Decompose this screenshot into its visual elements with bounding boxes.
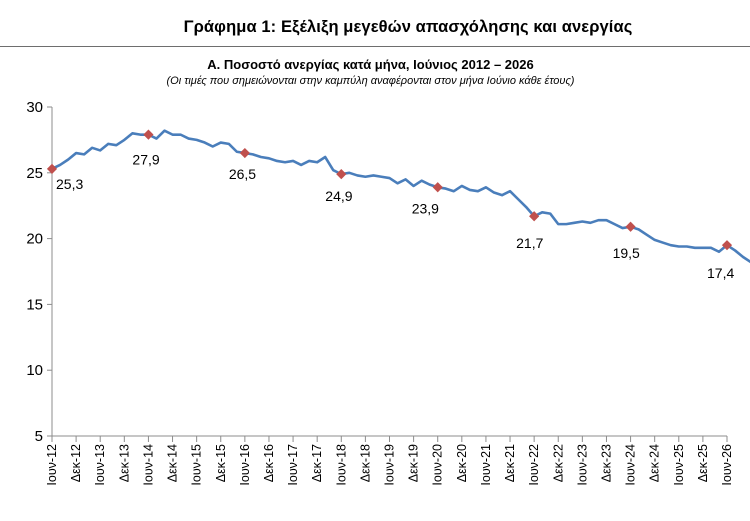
x-tick-label: Ιουν-25 [672, 444, 686, 486]
june-marker [529, 211, 540, 222]
x-tick-label: Δεκ-23 [599, 444, 613, 482]
y-tick-label: 25 [26, 165, 43, 182]
x-tick-label: Ιουν-16 [238, 444, 252, 486]
marker-layer [46, 129, 733, 251]
x-tick-label: Δεκ-21 [503, 444, 517, 482]
june-value-label: 27,9 [132, 152, 159, 168]
y-tick-label: 5 [35, 428, 43, 445]
june-marker [143, 129, 154, 140]
y-tick-label: 30 [26, 99, 43, 116]
x-tick-label: Δεκ-14 [166, 444, 180, 482]
june-marker [239, 147, 250, 159]
x-tick-label: Δεκ-15 [214, 444, 228, 482]
x-tick-label: Ιουν-21 [479, 444, 493, 486]
x-tick-label: Ιουν-12 [45, 444, 59, 486]
heading-divider [0, 46, 750, 47]
chart-subtitle: (Οι τιμές που σημειώνονται στην καμπύλη … [166, 75, 575, 87]
june-value-label: 24,9 [325, 188, 352, 204]
y-tick-label: 10 [26, 362, 43, 379]
data-label-layer: 25,327,926,524,923,921,719,517,420,315,1… [56, 152, 734, 282]
y-tick-label: 20 [26, 231, 43, 248]
x-tick-label: Δεκ-13 [117, 444, 131, 482]
x-tick-label: Ιουν-26 [720, 444, 734, 486]
x-tick-label: Δεκ-25 [696, 444, 710, 482]
x-tick-label: Ιουν-13 [93, 444, 107, 486]
x-tick-label: Ιουν-18 [334, 444, 348, 486]
june-marker [432, 182, 443, 193]
series-layer [50, 129, 750, 264]
x-tick-label: Δεκ-17 [310, 444, 324, 482]
june-value-label: 21,7 [516, 235, 543, 251]
x-axis: Ιουν-12 Δεκ-12 Ιουν-13 Δεκ-13 Ιουν-14 Δεκ-14 Ι… [45, 435, 734, 486]
x-tick-label: Ιουν-23 [575, 444, 589, 486]
x-tick-label: Ιουν-14 [141, 444, 155, 486]
x-tick-label: Δεκ-22 [551, 444, 565, 482]
x-tick-label: Δεκ-20 [455, 444, 469, 482]
x-tick-label: Ιουν-17 [286, 444, 300, 486]
x-tick-label: Ιουν-24 [624, 444, 638, 486]
page-heading: Γράφημα 1: Εξέλιξη μεγεθών απασχόλησης κ… [183, 18, 633, 36]
x-tick-label: Δεκ-24 [648, 444, 662, 482]
june-value-label: 26,5 [229, 166, 256, 182]
x-tick-label: Ιουν-15 [190, 444, 204, 486]
june-value-label: 23,9 [412, 200, 439, 216]
june-marker [625, 221, 636, 232]
x-tick-label: Δεκ-12 [69, 444, 83, 482]
june-marker [336, 169, 347, 180]
june-value-label: 25,3 [56, 176, 83, 192]
chart-title: Α. Ποσοστό ανεργίας κατά μήνα, Ιούνιος 2… [207, 57, 534, 72]
x-tick-label: Ιουν-22 [527, 444, 541, 486]
y-axis: 5 10 15 20 25 30 [26, 99, 53, 445]
june-value-label: 17,4 [707, 265, 734, 281]
x-tick-label: Δεκ-18 [358, 444, 372, 482]
unemployment-series-line [50, 129, 750, 264]
x-tick-label: Δεκ-16 [262, 444, 276, 482]
y-tick-label: 15 [26, 296, 43, 313]
x-tick-label: Δεκ-19 [407, 444, 421, 482]
june-value-label: 19,5 [613, 245, 640, 261]
x-tick-label: Ιουν-20 [431, 444, 445, 486]
x-tick-label: Ιουν-19 [383, 444, 397, 486]
